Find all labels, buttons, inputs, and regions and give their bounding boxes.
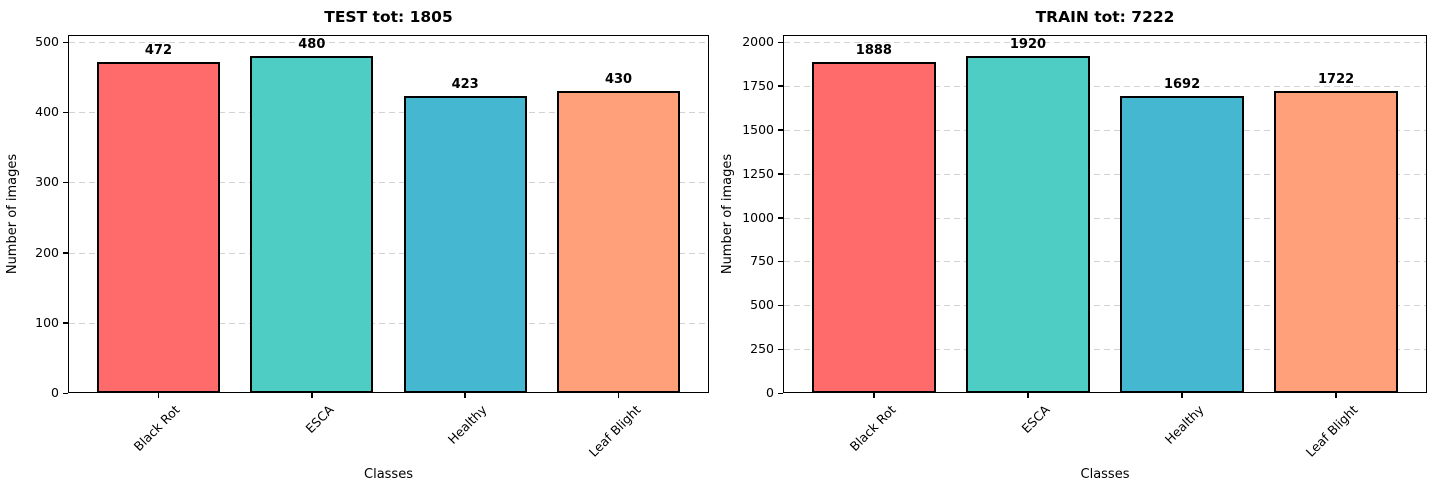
x-tick-mark bbox=[1027, 393, 1029, 398]
x-tick-mark bbox=[873, 393, 875, 398]
chart-title: TRAIN tot: 7222 bbox=[1035, 8, 1175, 26]
bar-value-label: 472 bbox=[144, 42, 173, 58]
x-tick-label: ESCA bbox=[302, 402, 337, 437]
y-tick-label: 200 bbox=[35, 244, 59, 260]
bar bbox=[557, 91, 680, 393]
y-tick-label: 1000 bbox=[742, 209, 774, 225]
x-tick-label: Healthy bbox=[1161, 402, 1207, 447]
gridline bbox=[69, 112, 708, 114]
x-tick-mark bbox=[157, 393, 160, 398]
y-axis-label: Number of images bbox=[5, 153, 20, 275]
y-tick-label: 1500 bbox=[742, 121, 774, 137]
y-tick-mark bbox=[778, 173, 783, 175]
y-tick-mark bbox=[778, 304, 783, 307]
bar bbox=[1274, 90, 1398, 393]
y-tick-mark bbox=[778, 41, 783, 44]
x-axis-label: Classes bbox=[1080, 467, 1130, 482]
bar-value-label: 480 bbox=[298, 37, 326, 53]
y-tick-label: 250 bbox=[750, 341, 774, 357]
x-tick-label: Black Rot bbox=[846, 402, 899, 454]
y-tick-mark bbox=[63, 252, 68, 254]
bar bbox=[1120, 96, 1244, 393]
y-tick-label: 2000 bbox=[742, 34, 774, 50]
y-tick-mark bbox=[778, 217, 783, 219]
bar bbox=[250, 56, 374, 393]
bar bbox=[403, 96, 527, 393]
y-tick-label: 0 bbox=[51, 385, 59, 400]
bar-value-label: 423 bbox=[451, 77, 479, 93]
x-tick-mark bbox=[1335, 393, 1337, 398]
bar-value-label: 1920 bbox=[1009, 37, 1047, 53]
y-tick-label: 400 bbox=[35, 104, 59, 120]
y-tick-mark bbox=[63, 322, 68, 324]
bar bbox=[97, 61, 220, 393]
gridline bbox=[784, 85, 1426, 87]
bar bbox=[966, 56, 1090, 393]
bar-value-label: 1722 bbox=[1318, 71, 1355, 87]
y-tick-mark bbox=[63, 41, 68, 44]
gridline bbox=[69, 322, 708, 324]
gridline bbox=[784, 305, 1426, 307]
gridline bbox=[69, 252, 708, 254]
gridline bbox=[784, 129, 1426, 131]
x-tick-mark bbox=[311, 393, 313, 398]
y-tick-mark bbox=[778, 348, 783, 351]
chart-title: TEST tot: 1805 bbox=[324, 8, 453, 26]
gridline bbox=[784, 42, 1426, 44]
y-tick-label: 100 bbox=[35, 314, 59, 330]
gridline bbox=[784, 217, 1426, 219]
y-tick-mark bbox=[63, 111, 68, 114]
x-tick-mark bbox=[1181, 393, 1183, 398]
y-tick-mark bbox=[778, 85, 783, 87]
y-tick-label: 750 bbox=[750, 253, 774, 269]
gridline bbox=[69, 42, 708, 44]
x-tick-mark bbox=[464, 393, 466, 398]
y-tick-label: 1750 bbox=[742, 77, 774, 93]
bar-value-label: 1692 bbox=[1163, 77, 1201, 93]
y-tick-label: 500 bbox=[35, 34, 59, 50]
y-tick-mark bbox=[63, 181, 68, 184]
bar bbox=[812, 61, 936, 393]
x-tick-mark bbox=[617, 393, 620, 398]
x-tick-label: Black Rot bbox=[131, 402, 184, 454]
y-tick-label: 500 bbox=[750, 297, 774, 313]
y-tick-label: 1250 bbox=[742, 165, 774, 181]
y-tick-mark bbox=[778, 129, 783, 131]
x-tick-label: Healthy bbox=[444, 402, 490, 447]
y-tick-mark bbox=[778, 392, 783, 394]
bar-value-label: 1888 bbox=[855, 42, 892, 58]
gridline bbox=[784, 261, 1426, 263]
x-tick-label: Leaf Blight bbox=[1302, 402, 1361, 460]
gridline bbox=[784, 349, 1426, 351]
y-tick-mark bbox=[63, 392, 68, 394]
x-axis-label: Classes bbox=[364, 467, 413, 482]
x-tick-label: Leaf Blight bbox=[585, 402, 644, 460]
gridline bbox=[784, 173, 1426, 175]
y-tick-label: 300 bbox=[35, 174, 59, 190]
y-tick-mark bbox=[778, 260, 783, 263]
bar-value-label: 430 bbox=[604, 72, 633, 88]
x-tick-label: ESCA bbox=[1018, 402, 1053, 437]
gridline bbox=[69, 182, 708, 184]
y-tick-label: 0 bbox=[766, 385, 774, 400]
